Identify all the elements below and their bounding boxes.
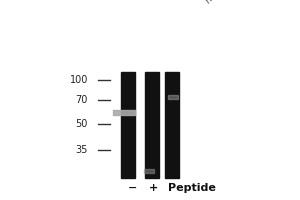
Text: mouse muscle: mouse muscle xyxy=(203,0,263,5)
Bar xyxy=(144,169,154,173)
Text: −: − xyxy=(128,183,138,193)
Text: 100: 100 xyxy=(70,75,88,85)
Bar xyxy=(145,72,159,178)
Text: 50: 50 xyxy=(76,119,88,129)
Text: 70: 70 xyxy=(76,95,88,105)
Text: Peptide: Peptide xyxy=(168,183,216,193)
Bar xyxy=(113,110,135,114)
Bar xyxy=(121,72,135,178)
Bar xyxy=(165,72,179,178)
Bar xyxy=(168,95,178,99)
Text: +: + xyxy=(148,183,158,193)
Text: 35: 35 xyxy=(76,145,88,155)
